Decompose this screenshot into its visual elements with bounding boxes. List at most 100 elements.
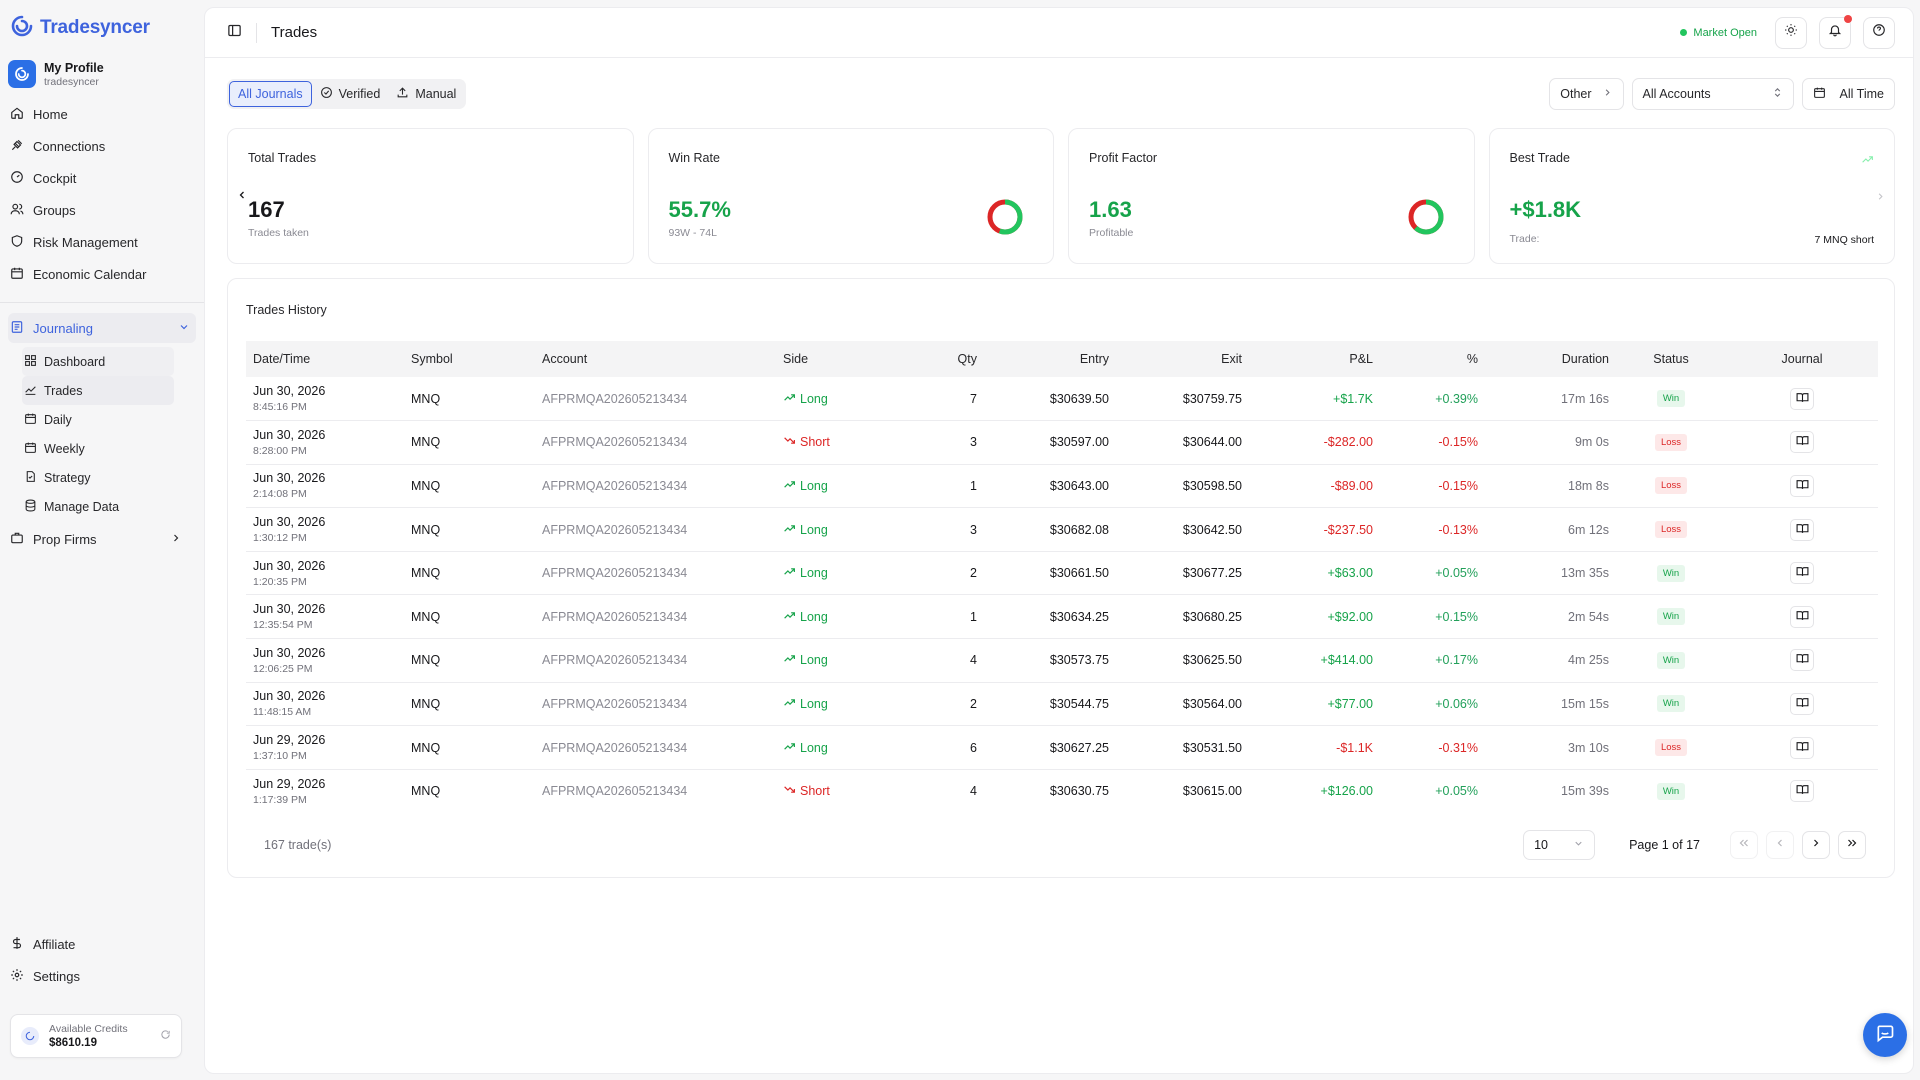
column-header[interactable]: P&L [1349, 352, 1373, 366]
credits-icon [21, 1027, 39, 1045]
table-row[interactable]: Jun 30, 2026 12:35:54 PM MNQ AFPRMQA2026052… [246, 595, 1878, 639]
side-label: Short [800, 784, 830, 799]
open-journal-button[interactable] [1790, 518, 1814, 541]
column-header[interactable]: Entry [1079, 352, 1109, 366]
table-row[interactable]: Jun 30, 2026 12:06:25 PM MNQ AFPRMQA2026052… [246, 639, 1878, 683]
status-dot [1680, 29, 1688, 36]
open-journal-button[interactable] [1790, 474, 1814, 497]
column-header[interactable]: Exit [1221, 352, 1242, 366]
sidebar-item-trades[interactable]: Trades [22, 376, 174, 405]
sidebar-item-affiliate[interactable]: Affiliate [8, 928, 196, 960]
table-row[interactable]: Jun 30, 2026 2:14:08 PM MNQ AFPRMQA20260521… [246, 464, 1878, 508]
table-row[interactable]: Jun 30, 2026 8:28:00 PM MNQ AFPRMQA20260521… [246, 421, 1878, 465]
sidebar-item-strategy[interactable]: Strategy [22, 463, 196, 492]
cell-symbol: MNQ [411, 740, 441, 755]
open-journal-button[interactable] [1790, 736, 1814, 759]
open-journal-button[interactable] [1790, 692, 1814, 715]
chevron-right-icon [170, 532, 182, 547]
side-label: Long [800, 522, 828, 537]
cell-qty: 3 [970, 522, 977, 537]
cell-entry: $30627.25 [1049, 740, 1109, 755]
cell-side: Long [776, 464, 914, 508]
refresh-icon[interactable] [160, 1027, 171, 1045]
open-journal-button[interactable] [1790, 605, 1814, 628]
other-filter-dropdown[interactable]: Other [1549, 78, 1624, 110]
sidebar-item-risk-management[interactable]: Risk Management [8, 226, 196, 258]
trade-count: 167 trade(s) [264, 838, 332, 852]
sidebar-group-journaling[interactable]: Journaling [8, 313, 196, 343]
sidebar-item-manage-data[interactable]: Manage Data [22, 492, 196, 521]
cell-status: Win [1616, 682, 1726, 726]
first-page-button[interactable] [1730, 831, 1758, 859]
table-row[interactable]: Jun 29, 2026 1:17:39 PM MNQ AFPRMQA20260521… [246, 769, 1878, 813]
column-header[interactable]: Date/Time [253, 352, 311, 366]
tab-verified[interactable]: Verified [312, 81, 389, 107]
card-title: Best Trade [1509, 151, 1570, 165]
column-header[interactable]: Status [1653, 352, 1689, 366]
column-header[interactable]: Symbol [411, 352, 453, 366]
table-row[interactable]: Jun 30, 2026 8:45:16 PM MNQ AFPRMQA20260521… [246, 377, 1878, 421]
column-header[interactable]: Account [542, 352, 588, 366]
tab-manual[interactable]: Manual [388, 81, 464, 107]
sidebar-group-prop-firms[interactable]: Prop Firms [8, 523, 196, 555]
cell-side: Long [776, 726, 914, 770]
sidebar-item-groups[interactable]: Groups [8, 194, 196, 226]
column-header[interactable]: Journal [1781, 352, 1823, 366]
chevron-left-icon[interactable] [234, 187, 250, 203]
help-button[interactable] [1863, 16, 1895, 49]
chevron-right-icon[interactable] [1875, 189, 1886, 207]
sidebar-item-settings[interactable]: Settings [8, 960, 196, 992]
cell-journal [1726, 682, 1878, 726]
cell-qty: 4 [970, 784, 977, 799]
credits-card[interactable]: Available Credits $8610.19 [10, 1014, 182, 1058]
table-row[interactable]: Jun 30, 2026 11:48:15 AM MNQ AFPRMQA2026052… [246, 682, 1878, 726]
table-row[interactable]: Jun 30, 2026 1:20:35 PM MNQ AFPRMQA20260521… [246, 551, 1878, 595]
next-page-button[interactable] [1802, 831, 1830, 859]
cell-account: AFPRMQA202605213434 [542, 653, 688, 668]
open-journal-button[interactable] [1790, 562, 1814, 585]
trade-date: Jun 30, 2026 [253, 645, 326, 660]
profile[interactable]: My Profile tradesyncer [8, 56, 196, 92]
sidebar-item-dashboard[interactable]: Dashboard [22, 347, 174, 376]
table-row[interactable]: Jun 30, 2026 1:30:12 PM MNQ AFPRMQA20260521… [246, 508, 1878, 552]
tab-all-journals[interactable]: All Journals [229, 81, 312, 107]
open-journal-button[interactable] [1790, 649, 1814, 672]
trade-date: Jun 30, 2026 [253, 558, 326, 573]
sidebar-group-label: Journaling [33, 320, 93, 336]
sidebar-toggle-icon[interactable] [227, 23, 242, 43]
sidebar-item-daily[interactable]: Daily [22, 405, 196, 434]
open-journal-button[interactable] [1790, 431, 1814, 454]
brand[interactable]: Tradesyncer [8, 0, 196, 56]
accounts-select[interactable]: All Accounts [1631, 78, 1794, 110]
sidebar-item-connections[interactable]: Connections [8, 130, 196, 162]
sidebar-item-economic-calendar[interactable]: Economic Calendar [8, 258, 196, 290]
grid-icon [24, 354, 37, 370]
last-page-button[interactable] [1838, 831, 1866, 859]
open-journal-button[interactable] [1790, 387, 1814, 410]
sidebar-item-weekly[interactable]: Weekly [22, 434, 196, 463]
column-header[interactable]: Duration [1561, 352, 1609, 366]
help-icon [1872, 23, 1886, 42]
date-range-button[interactable]: All Time [1801, 78, 1895, 110]
cell-qty: 6 [970, 740, 977, 755]
card-profit-factor: Profit Factor 1.63 Profitable [1068, 128, 1475, 264]
column-header[interactable]: % [1466, 352, 1478, 366]
cell-qty: 2 [970, 566, 977, 581]
cell-pnl: +$414.00 [1320, 653, 1373, 668]
notifications-button[interactable] [1819, 14, 1852, 49]
cell-account: AFPRMQA202605213434 [542, 696, 688, 711]
chat-button[interactable] [1863, 1013, 1907, 1057]
page-size-select[interactable]: 10 [1523, 830, 1596, 860]
theme-toggle-button[interactable] [1775, 16, 1807, 49]
cell-pnl: -$89.00 [1330, 478, 1373, 493]
sidebar-item-home[interactable]: Home [8, 98, 196, 130]
table-header-row: Date/Time Symbol Account Side Qty Entry … [246, 341, 1878, 377]
column-header[interactable]: Qty [957, 352, 977, 366]
prev-page-button[interactable] [1766, 831, 1794, 859]
trade-time: 2:14:08 PM [253, 488, 307, 501]
column-header[interactable]: Side [783, 352, 809, 366]
table-row[interactable]: Jun 29, 2026 1:37:10 PM MNQ AFPRMQA20260521… [246, 726, 1878, 770]
sidebar-item-cockpit[interactable]: Cockpit [8, 162, 196, 194]
cell-datetime: Jun 30, 2026 12:06:25 PM [246, 639, 404, 683]
open-journal-button[interactable] [1790, 780, 1814, 803]
